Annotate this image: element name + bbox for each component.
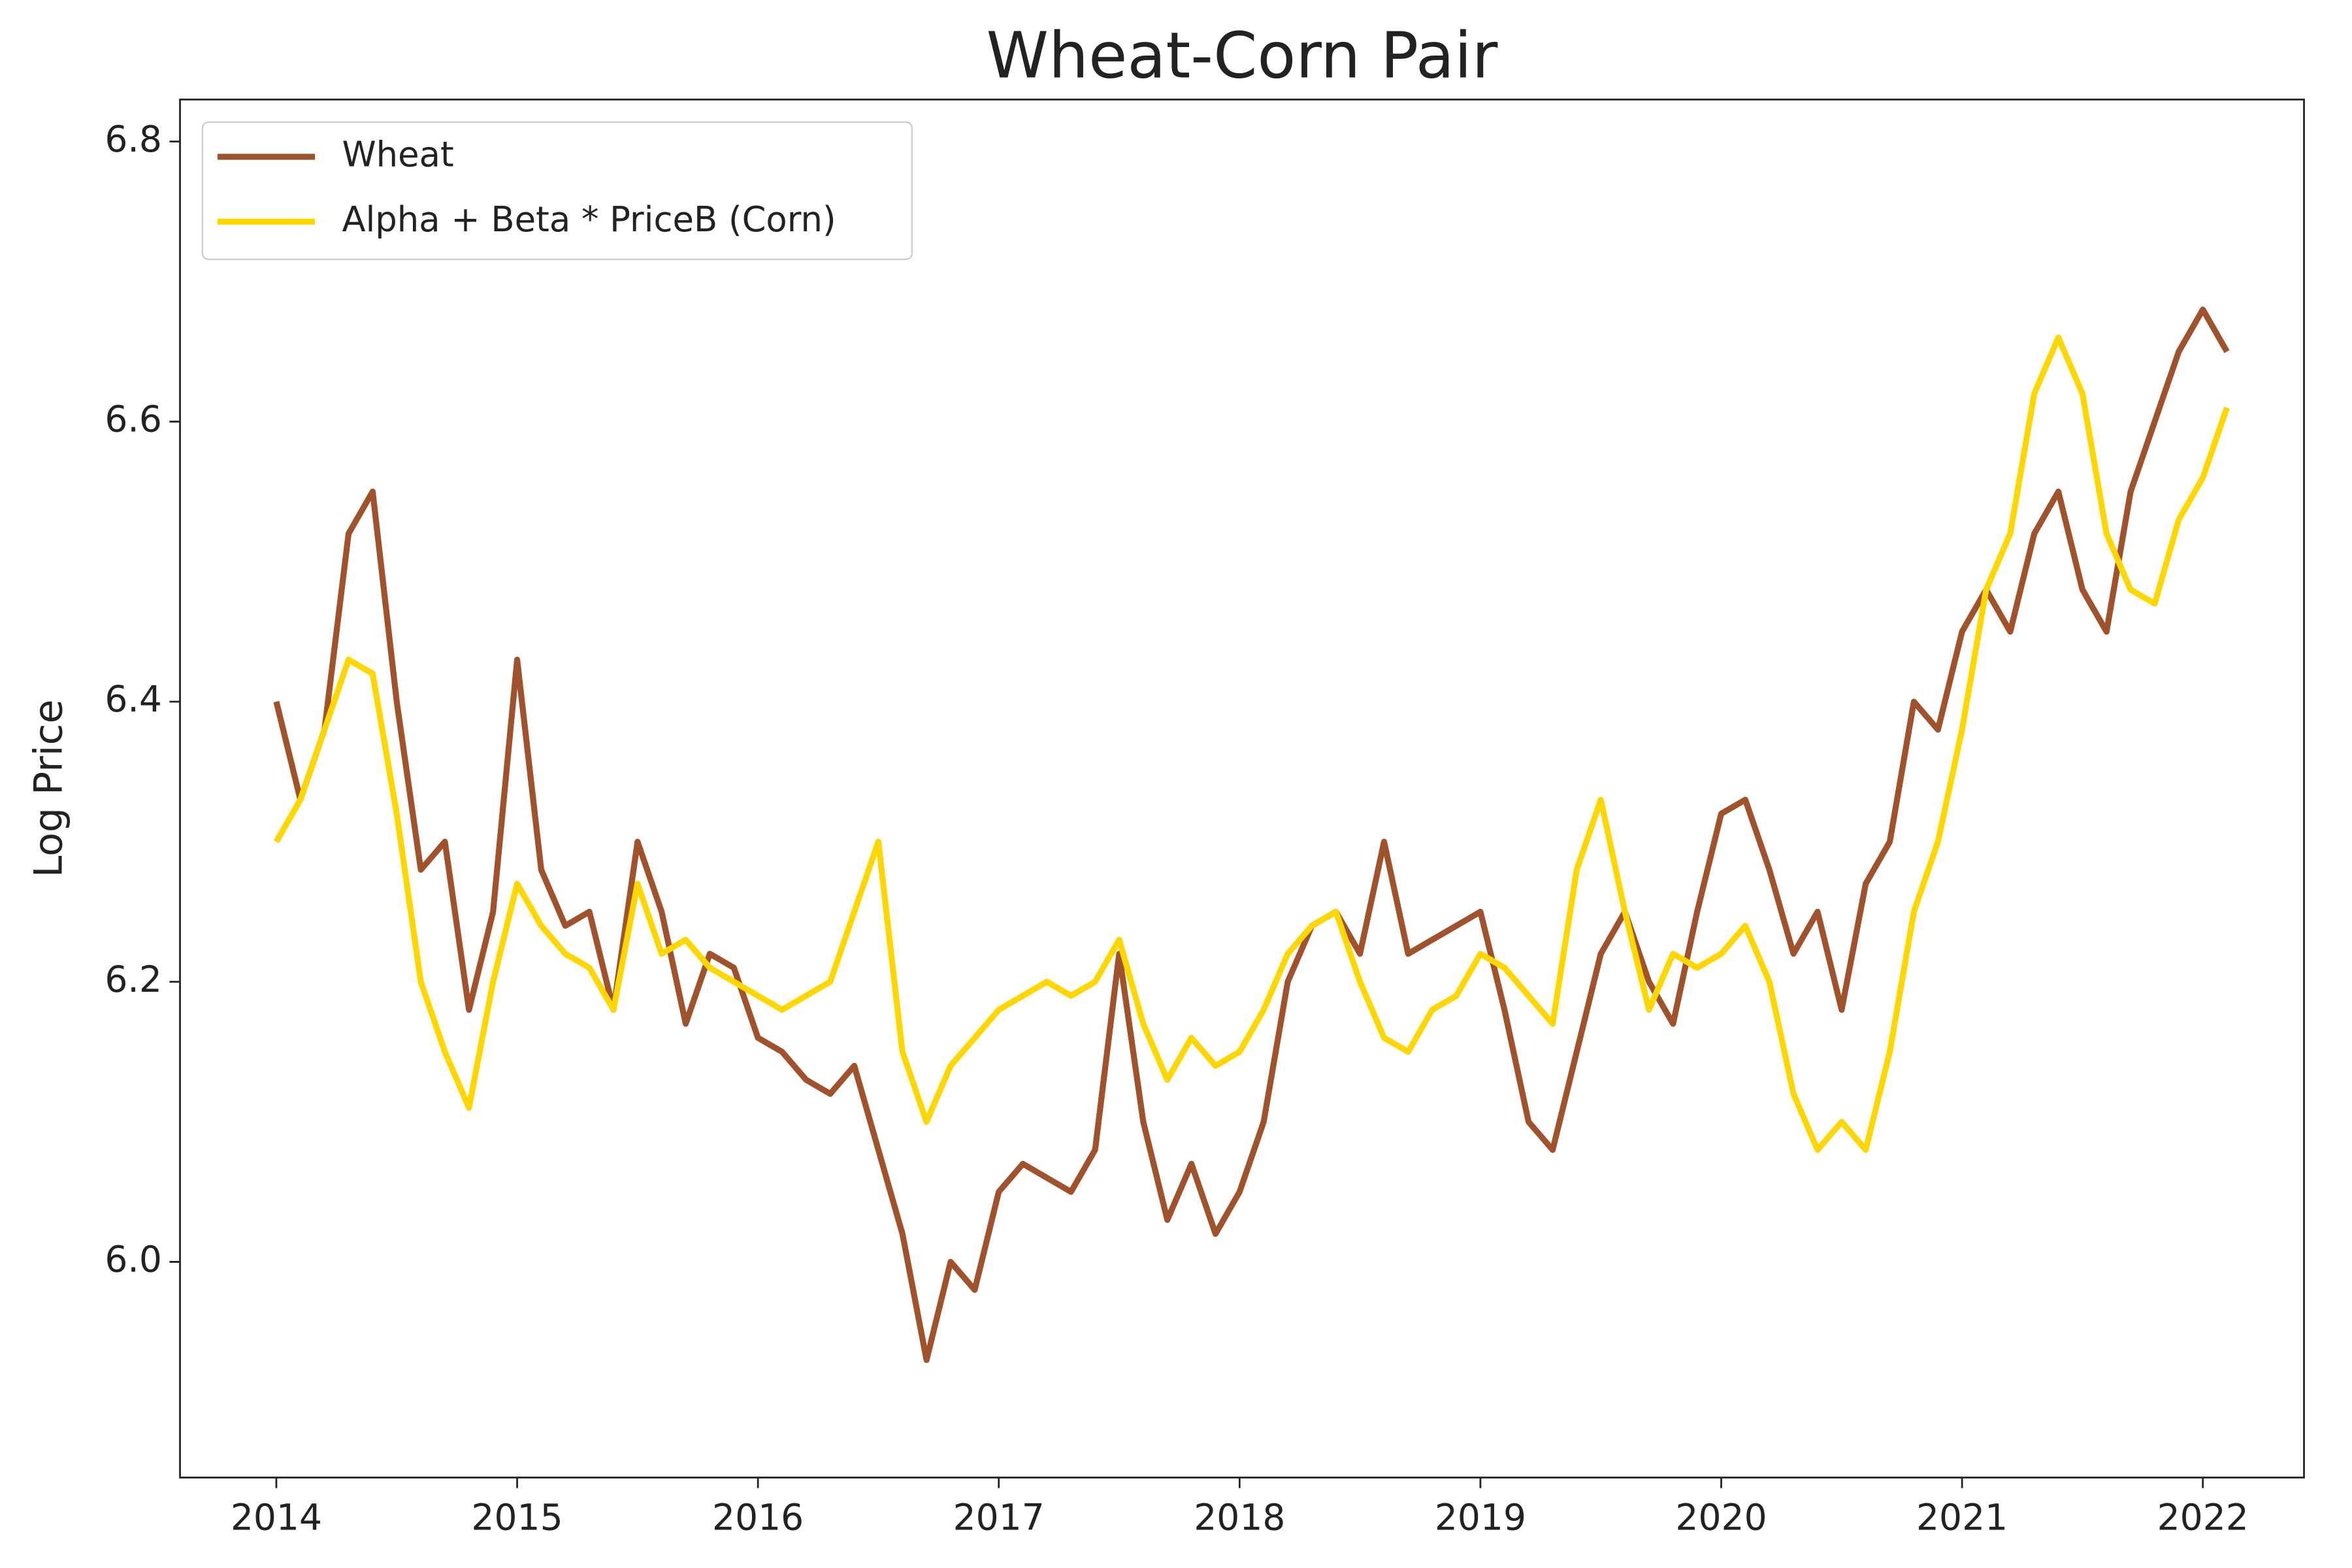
x-tick-label: 2016 — [712, 1497, 804, 1539]
y-tick-label: 6.8 — [105, 119, 162, 161]
x-tick-label: 2014 — [231, 1497, 322, 1539]
legend-box — [201, 121, 913, 261]
y-axis-label: Log Price — [26, 700, 72, 878]
x-tick-label: 2019 — [1435, 1497, 1526, 1539]
x-tick-label: 2018 — [1194, 1497, 1285, 1539]
x-tick-label: 2017 — [953, 1497, 1045, 1539]
y-tick-label: 6.0 — [105, 1239, 162, 1281]
x-tick-label: 2022 — [2157, 1497, 2249, 1539]
plot-frame — [179, 98, 2305, 1478]
series-line — [273, 335, 2230, 1153]
x-tick-label: 2021 — [1916, 1497, 2008, 1539]
legend-label: Wheat — [342, 135, 453, 175]
y-tick-label: 6.4 — [105, 679, 162, 721]
x-tick-label: 2015 — [471, 1497, 563, 1539]
legend-label: Alpha + Beta * PriceB (Corn) — [342, 200, 836, 240]
y-tick-label: 6.2 — [105, 959, 162, 1001]
y-tick-label: 6.6 — [105, 399, 162, 440]
x-tick-label: 2020 — [1675, 1497, 1767, 1539]
series-line — [273, 306, 2230, 1364]
chart-title: Wheat-Corn Pair — [987, 19, 1498, 93]
